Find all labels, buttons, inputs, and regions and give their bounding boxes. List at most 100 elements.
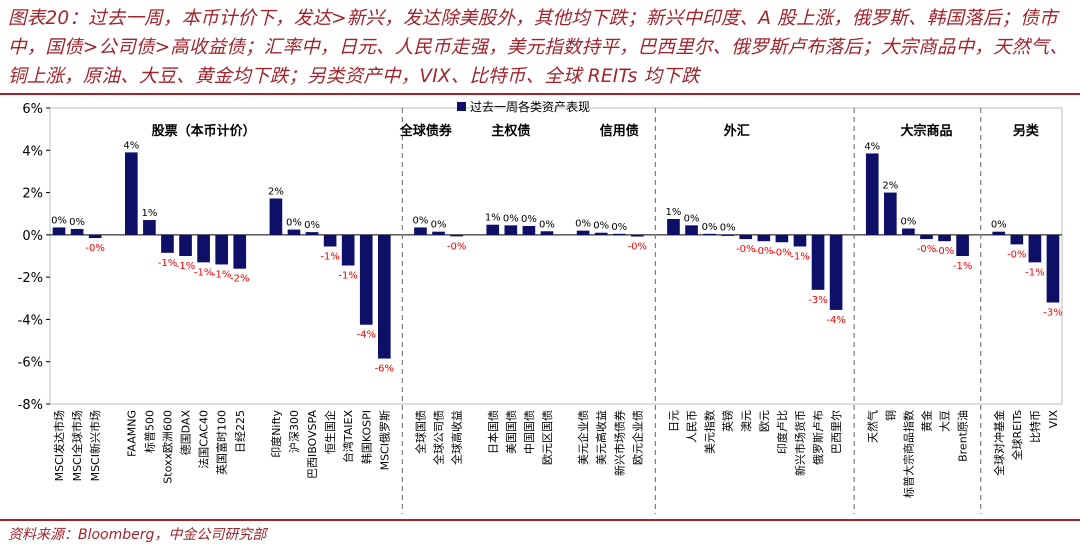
category-label: 印度卢比 (775, 410, 789, 454)
y-tick-label: 0% (22, 229, 43, 244)
bar (1028, 234, 1042, 263)
y-tick-label: -2% (18, 271, 43, 286)
category-label: 大豆 (938, 410, 952, 432)
plot-border (49, 107, 1063, 405)
value-label: -2% (230, 274, 249, 285)
category-label: MSCI新兴市场 (88, 410, 102, 481)
bar (938, 234, 951, 242)
category-label: 台湾TAIEX (341, 410, 355, 464)
value-label: -0% (1007, 249, 1026, 260)
bar (233, 234, 247, 269)
group-title: 全球债券 (399, 123, 453, 139)
value-label: 0% (900, 217, 916, 228)
bar (414, 227, 427, 235)
value-label: 0% (991, 220, 1007, 231)
bar (775, 234, 789, 243)
value-label: 1% (141, 208, 157, 219)
asset-performance-chart: -8% -6% -4% -2% 0% 2% 4% 6% 股票（本币计价） 全球债券 外汇 大宗商品 另类… (18, 99, 1063, 514)
bar (143, 220, 156, 235)
bar (829, 234, 843, 310)
category-label: 比特币 (1028, 410, 1042, 443)
bar (1046, 234, 1060, 303)
category-label: 中国国债 (522, 410, 536, 454)
bar (124, 152, 138, 235)
bar (992, 231, 1006, 235)
plot-area: -8% -6% -4% -2% 0% 2% 4% 6% 股票（本币计价） 全球债券 外汇 大宗商品 另类… (18, 102, 1063, 514)
category-label: 俄罗斯卢布 (812, 410, 825, 465)
y-tick-label: -4% (18, 313, 43, 328)
y-tick-label: 2% (22, 187, 43, 202)
value-label: -0% (917, 244, 936, 255)
category-label: 全球对冲基金 (992, 410, 1006, 476)
value-label: -1% (212, 269, 231, 280)
category-label: 印度Nifty (269, 410, 283, 458)
bar (1010, 234, 1024, 245)
category-label: 日本国债 (486, 410, 500, 454)
bar (88, 234, 102, 239)
value-label: -1% (158, 258, 177, 269)
category-label: 沪深300 (287, 410, 301, 453)
bar (161, 234, 174, 253)
category-label: 巴西IBOVSPA (306, 410, 319, 479)
y-tick-label: -8% (18, 398, 43, 413)
legend-swatch (457, 102, 466, 111)
value-label: -0% (85, 243, 104, 254)
value-label: 0% (702, 222, 718, 233)
bar (865, 153, 879, 235)
bar (522, 225, 536, 235)
category-label: 德国DAX (179, 410, 193, 456)
category-label: 黄金 (919, 410, 933, 432)
y-tick-label: -6% (18, 356, 43, 371)
group-title: 股票（本币计价） (152, 123, 256, 139)
bar (179, 234, 192, 256)
value-label: -3% (1043, 308, 1062, 319)
value-label: 0% (69, 217, 85, 228)
bar (323, 234, 337, 247)
category-label: Stoxx欧洲600 (161, 410, 174, 484)
category-label: 天然气 (865, 410, 879, 443)
value-label: 0% (304, 220, 320, 231)
bar (287, 229, 301, 235)
bar (612, 233, 626, 236)
category-label: FAAMNG (125, 410, 138, 457)
category-label: MSCI发达市场 (52, 410, 66, 481)
value-label: 0% (503, 213, 519, 224)
value-label: 2% (882, 181, 898, 192)
category-label: 新兴市场债券 (612, 410, 626, 476)
bar (359, 234, 373, 325)
category-label: 巴西里尔 (830, 410, 843, 454)
group-subtitle: 主权债 (491, 123, 530, 139)
category-label: 欧元 (758, 410, 771, 432)
group-title: 大宗商品 (900, 123, 952, 139)
category-label: Brent原油 (956, 410, 970, 462)
category-label: 恒生国企 (323, 410, 337, 454)
bar (486, 224, 500, 235)
category-label: 标普大宗商品指数 (901, 410, 915, 498)
category-label: 新兴市场货币 (793, 410, 807, 476)
caption-rule (0, 93, 1080, 95)
category-label: 全球REITs (1010, 410, 1024, 461)
bar (630, 234, 644, 237)
value-label: 0% (413, 215, 429, 226)
value-label: -0% (628, 242, 647, 253)
category-label: 全球公司债 (432, 410, 446, 465)
category-label: 欧元企业债 (630, 410, 644, 465)
bar (793, 234, 807, 247)
value-label: 0% (51, 215, 67, 226)
value-label: 4% (123, 140, 139, 151)
category-label: 全球高收益 (450, 410, 464, 465)
value-label: -1% (320, 251, 339, 262)
category-label: 澳元 (740, 410, 753, 432)
category-label: MSCI全球市场 (70, 410, 84, 481)
group-title: 另类 (1013, 123, 1040, 139)
value-label: -1% (953, 261, 972, 272)
bar (902, 228, 915, 235)
value-label: -6% (375, 364, 394, 375)
bar (739, 234, 753, 240)
bar (685, 225, 698, 235)
chart-legend: 过去一周各类资产表现 (457, 99, 590, 114)
bar (197, 234, 210, 263)
bar (215, 234, 229, 265)
category-label: 美国国债 (504, 410, 518, 454)
category-label: 美元高收益 (594, 410, 608, 465)
